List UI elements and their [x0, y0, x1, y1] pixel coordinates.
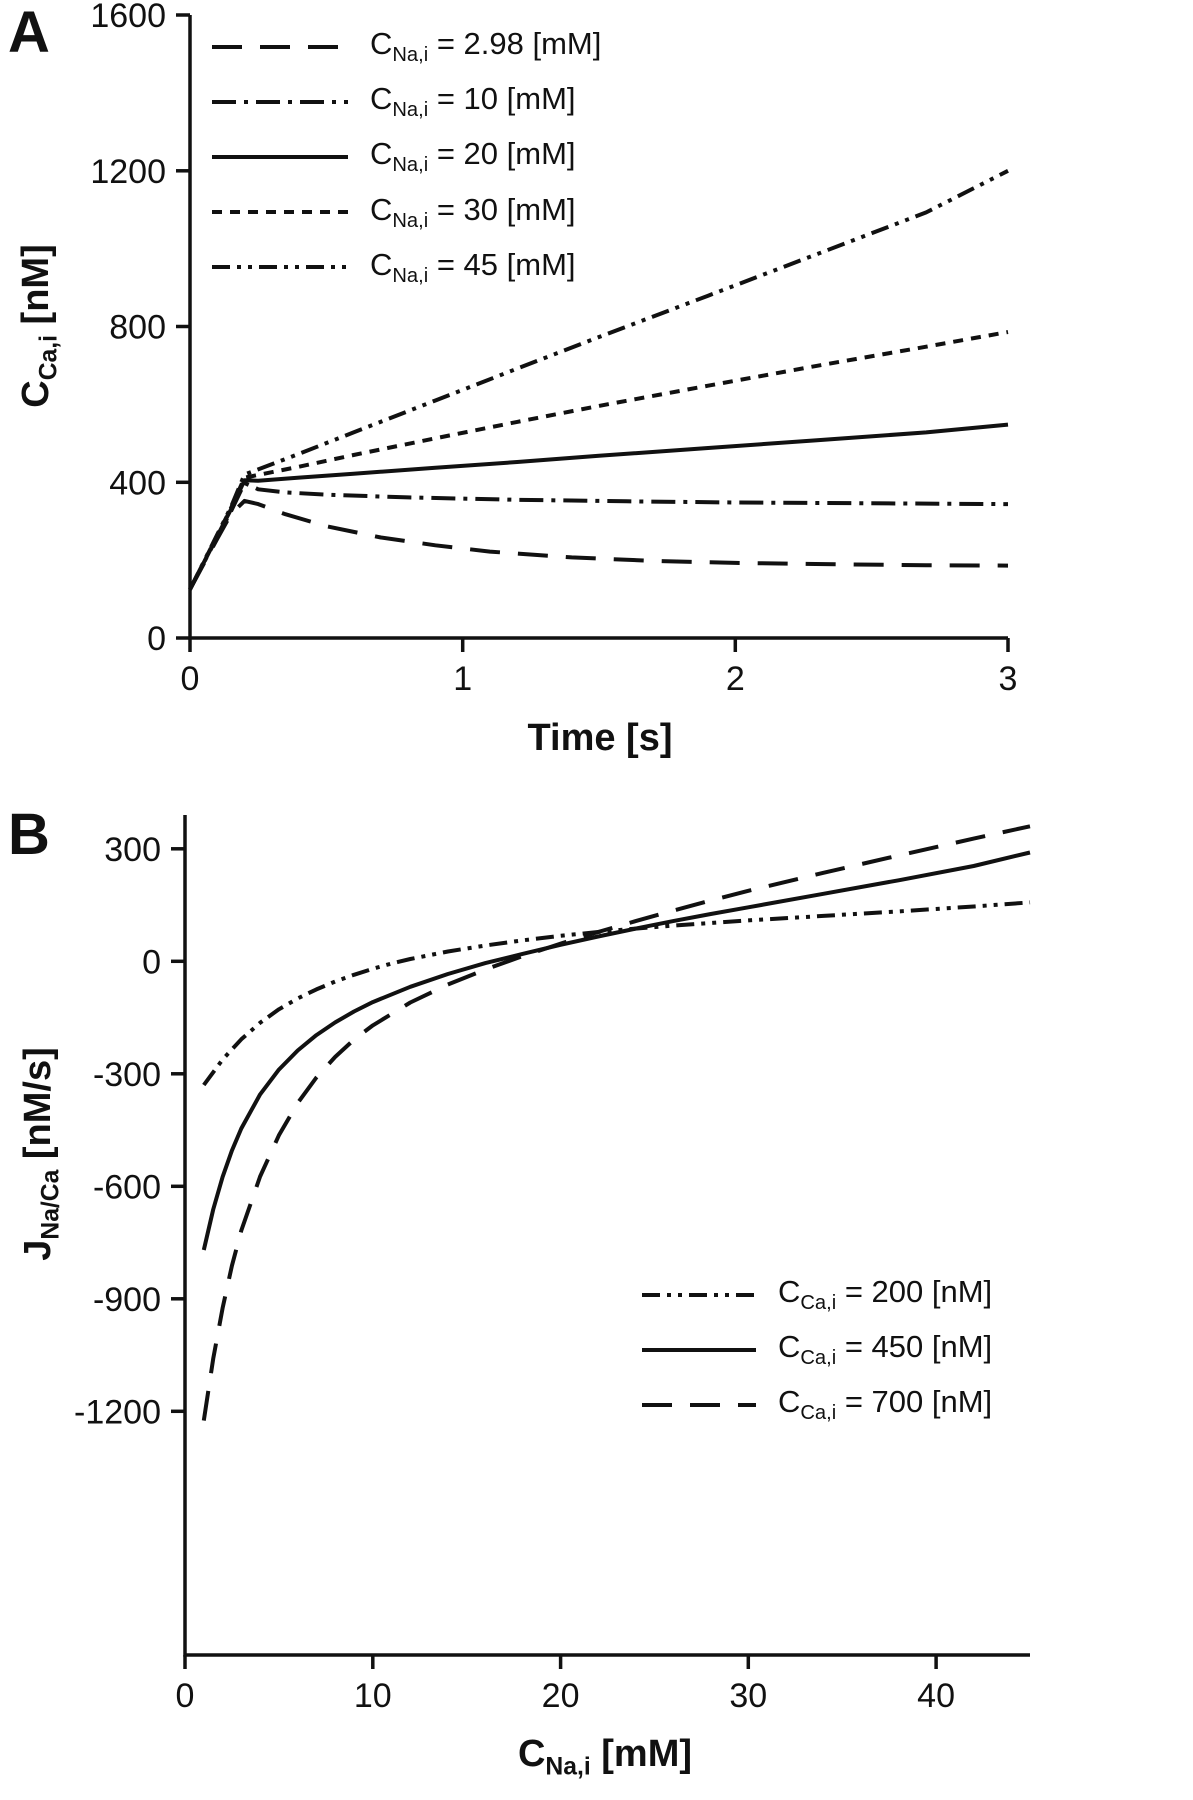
- legend-item: CNa,i = 10 [mM]: [210, 81, 601, 122]
- panel-b-x-axis-title: CNa,i [mM]: [355, 1728, 855, 1781]
- x-tick-label: 2: [726, 660, 745, 698]
- x-tick-label: 3: [999, 660, 1018, 698]
- x-tick-label: 10: [354, 1677, 392, 1715]
- legend-line-sample-dash-dot-dot: [642, 1292, 756, 1297]
- x-tick-label: 30: [729, 1677, 767, 1715]
- y-tick-label: -300: [93, 1056, 161, 1094]
- legend-line-sample-long-dash: [212, 44, 348, 49]
- legend-label: CCa,i = 450 [nM]: [778, 1329, 993, 1370]
- series-line-dash-dot-dot: [188, 169, 1009, 591]
- legend-line-sample-dash-dot: [212, 99, 348, 104]
- y-axis-title-sub: Ca,i: [35, 335, 63, 381]
- series-line-long-dash: [188, 498, 1009, 591]
- panel-a-label: A: [8, 0, 50, 65]
- series-line-dash-dot: [188, 481, 1009, 591]
- panel-b-y-axis-title: JNa/Ca [nM/s]: [12, 904, 65, 1404]
- y-tick-label: 0: [142, 943, 161, 981]
- legend-item: CCa,i = 700 [nM]: [640, 1384, 992, 1425]
- legend-item: CCa,i = 200 [nM]: [640, 1274, 992, 1315]
- legend-label: CNa,i = 20 [mM]: [370, 136, 576, 177]
- series-line-solid: [188, 422, 1009, 591]
- y-tick-label: 400: [109, 464, 166, 502]
- y-tick-label: 1600: [90, 0, 166, 35]
- y-tick-label: 0: [147, 620, 166, 658]
- panel-a-legend: CNa,i = 2.98 [mM] CNa,i = 10 [mM] CNa,i = …: [210, 26, 601, 288]
- y-tick-label: 800: [109, 309, 166, 347]
- x-tick-label: 0: [176, 1677, 195, 1715]
- legend-item: CNa,i = 45 [mM]: [210, 247, 601, 288]
- series-line-dash: [188, 330, 1009, 591]
- legend-line-sample-dash: [212, 210, 348, 215]
- legend-label: CNa,i = 45 [mM]: [370, 246, 576, 287]
- series-line-long-dash: [201, 824, 1031, 1421]
- legend-label: CNa,i = 30 [mM]: [370, 191, 576, 232]
- y-axis-title-sub: Na/Ca: [37, 1169, 65, 1240]
- axis-lines: [183, 815, 1030, 1657]
- x-tick-label: 40: [917, 1677, 955, 1715]
- legend-item: CCa,i = 450 [nM]: [640, 1329, 992, 1370]
- legend-label: CCa,i = 700 [nM]: [778, 1384, 993, 1425]
- y-tick-label: 1200: [90, 153, 166, 191]
- legend-line-sample-long-dash: [642, 1402, 756, 1407]
- x-axis-title-unit: [s]: [615, 717, 673, 759]
- legend-label: CNa,i = 2.98 [mM]: [370, 26, 602, 67]
- x-axis-title-base: Time: [527, 717, 616, 759]
- x-axis-title-unit: [mM]: [590, 1733, 693, 1775]
- x-tick-label: 20: [542, 1677, 580, 1715]
- panel-a-chart: 0 400 800 1200 1600 0 1 2 3: [90, 0, 1018, 698]
- legend-label: CCa,i = 200 [nM]: [778, 1274, 993, 1315]
- panel-b-chart: -1200 -900 -600 -300 0 300 0 10 20 30 40: [74, 815, 1031, 1715]
- panel-a-y-axis-title: CCa,i [nM]: [10, 76, 63, 576]
- legend-label: CNa,i = 10 [mM]: [370, 81, 576, 122]
- panel-b-label: B: [8, 802, 50, 867]
- legend-item: CNa,i = 30 [mM]: [210, 192, 601, 233]
- legend-line-sample-solid: [212, 154, 348, 159]
- x-axis-title-sub: Na,i: [545, 1753, 591, 1781]
- y-tick-label: 300: [104, 831, 161, 869]
- panel-a-x-axis-title: Time [s]: [350, 712, 850, 764]
- series-line-dash-dot-dot: [202, 900, 1031, 1087]
- y-axis-title-base: C: [15, 380, 57, 408]
- y-tick-label: -900: [93, 1281, 161, 1319]
- y-axis-title-unit: [nM]: [15, 244, 57, 335]
- y-axis-title-base: J: [17, 1239, 59, 1261]
- x-axis-title-base: C: [517, 1733, 546, 1775]
- panel-b-legend: CCa,i = 200 [nM] CCa,i = 450 [nM] CCa,i = …: [640, 1274, 992, 1426]
- legend-item: CNa,i = 20 [mM]: [210, 136, 601, 177]
- legend-line-sample-solid: [642, 1347, 756, 1352]
- legend-line-sample-dash-dot-dot: [212, 265, 348, 270]
- x-tick-label: 1: [453, 660, 472, 698]
- y-tick-label: -600: [93, 1168, 161, 1206]
- legend-item: CNa,i = 2.98 [mM]: [210, 26, 601, 67]
- y-tick-label: -1200: [74, 1393, 161, 1431]
- y-axis-title-unit: [nM/s]: [17, 1047, 59, 1170]
- series-line-solid: [201, 850, 1031, 1251]
- x-tick-label: 0: [181, 660, 200, 698]
